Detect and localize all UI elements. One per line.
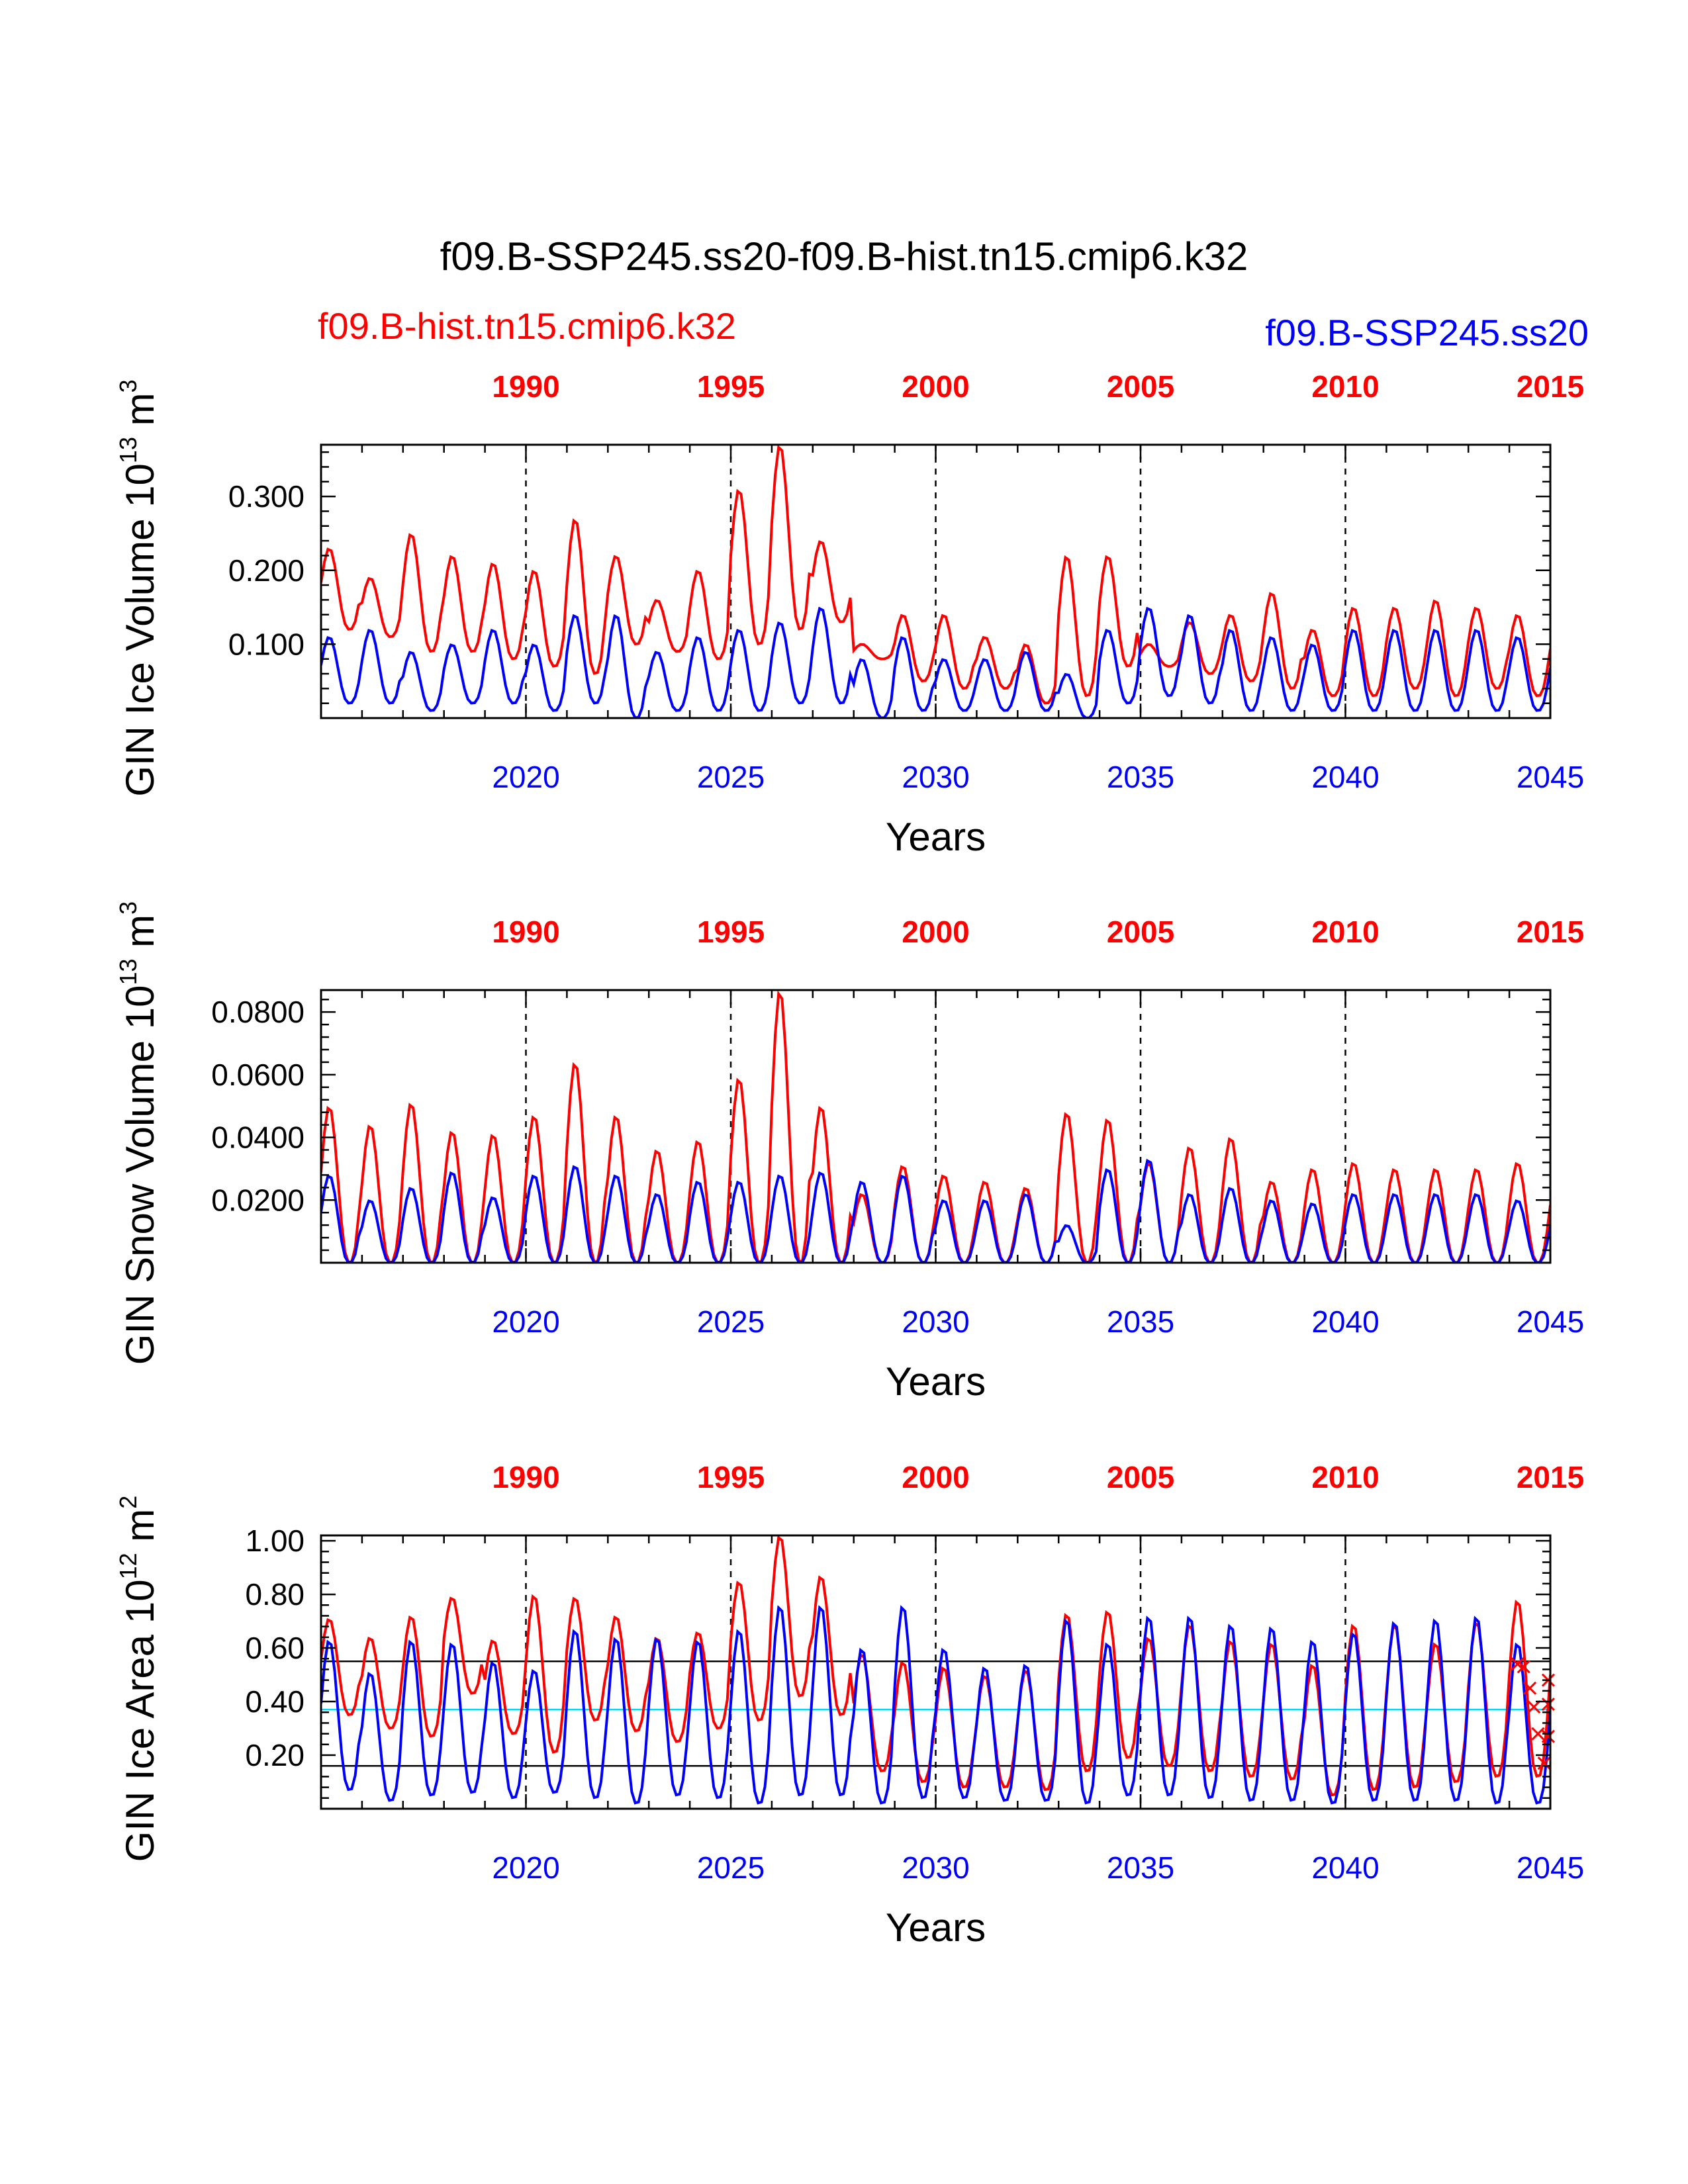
data-marker bbox=[1517, 1660, 1530, 1674]
top-tick-label: 2010 bbox=[1311, 1460, 1379, 1494]
bottom-tick-label: 2020 bbox=[492, 1850, 559, 1885]
bottom-tick-label: 2025 bbox=[697, 1850, 765, 1885]
bottom-tick-label: 2040 bbox=[1311, 760, 1379, 794]
top-tick-label: 2005 bbox=[1107, 915, 1174, 949]
data-marker bbox=[1523, 1681, 1537, 1695]
top-tick-label: 2010 bbox=[1311, 915, 1379, 949]
bottom-tick-label: 2030 bbox=[902, 760, 969, 794]
top-tick-label: 2000 bbox=[902, 915, 969, 949]
bottom-tick-label: 2035 bbox=[1107, 760, 1174, 794]
data-marker bbox=[1527, 1700, 1541, 1714]
y-tick-label: 0.60 bbox=[245, 1631, 305, 1665]
y-tick-label: 0.80 bbox=[245, 1577, 305, 1612]
panels: 0.100 0.200 0.300 2020 2025 2030 2035 2040 2045 1… bbox=[115, 369, 1584, 1950]
series-line-ssp bbox=[321, 606, 1550, 718]
top-tick-label: 1990 bbox=[492, 915, 559, 949]
panel-1: 0.100 0.200 0.300 2020 2025 2030 2035 2040 2045 1… bbox=[115, 369, 1584, 859]
y-tick-label: 0.300 bbox=[228, 479, 305, 514]
y-tick-label: 0.0600 bbox=[211, 1058, 305, 1092]
case-label-ssp: f09.B-SSP245.ss20 bbox=[1265, 312, 1589, 353]
y-tick-label: 0.20 bbox=[245, 1738, 305, 1772]
top-tick-label: 2005 bbox=[1107, 1460, 1174, 1494]
y-axis-label: GIN Ice Area 1012 m2 bbox=[115, 1496, 162, 1862]
x-axis-label: Years bbox=[886, 815, 986, 859]
series-line-hist bbox=[321, 990, 1550, 1263]
top-tick-label: 1990 bbox=[492, 369, 559, 404]
bottom-tick-label: 2020 bbox=[492, 1304, 559, 1339]
figure-title: f09.B-SSP245.ss20-f09.B-hist.tn15.cmip6.… bbox=[440, 234, 1248, 279]
top-tick-label: 2015 bbox=[1517, 1460, 1584, 1494]
case-label-hist: f09.B-hist.tn15.cmip6.k32 bbox=[318, 305, 736, 347]
data-marker bbox=[1537, 1756, 1551, 1770]
y-tick-label: 0.0400 bbox=[211, 1120, 305, 1155]
top-tick-label: 2015 bbox=[1517, 915, 1584, 949]
bottom-tick-label: 2040 bbox=[1311, 1304, 1379, 1339]
top-tick-label: 2000 bbox=[902, 369, 969, 404]
y-tick-label: 0.0800 bbox=[211, 995, 305, 1029]
top-tick-label: 2000 bbox=[902, 1460, 969, 1494]
y-tick-label: 0.0200 bbox=[211, 1183, 305, 1217]
y-tick-label: 1.00 bbox=[245, 1524, 305, 1558]
series-line-hist bbox=[321, 445, 1550, 705]
bottom-tick-label: 2025 bbox=[697, 1304, 765, 1339]
x-axis-label: Years bbox=[886, 1359, 986, 1404]
data-marker bbox=[1541, 1698, 1555, 1711]
bottom-tick-label: 2030 bbox=[902, 1850, 969, 1885]
bottom-tick-label: 2040 bbox=[1311, 1850, 1379, 1885]
bottom-tick-label: 2045 bbox=[1517, 760, 1584, 794]
bottom-tick-label: 2025 bbox=[697, 760, 765, 794]
series-line-ssp bbox=[321, 1158, 1550, 1263]
top-tick-label: 2015 bbox=[1517, 369, 1584, 404]
bottom-tick-label: 2030 bbox=[902, 1304, 969, 1339]
panel-2: 0.0200 0.0400 0.0600 0.0800 2020 2025 2030 2035… bbox=[115, 901, 1584, 1404]
top-tick-label: 1995 bbox=[697, 915, 765, 949]
top-tick-label: 1995 bbox=[697, 369, 765, 404]
top-tick-label: 2005 bbox=[1107, 369, 1174, 404]
bottom-tick-label: 2035 bbox=[1107, 1304, 1174, 1339]
data-marker bbox=[1541, 1729, 1555, 1743]
data-marker bbox=[1531, 1727, 1545, 1741]
bottom-tick-label: 2020 bbox=[492, 760, 559, 794]
top-tick-label: 2010 bbox=[1311, 369, 1379, 404]
x-axis-label: Years bbox=[886, 1905, 986, 1950]
y-tick-label: 0.200 bbox=[228, 553, 305, 588]
top-tick-label: 1995 bbox=[697, 1460, 765, 1494]
top-tick-label: 1990 bbox=[492, 1460, 559, 1494]
panel-3: 0.20 0.40 0.60 0.80 1.00 2020 2025 2030 2035 2040… bbox=[115, 1460, 1584, 1950]
bottom-tick-label: 2045 bbox=[1517, 1304, 1584, 1339]
bottom-tick-label: 2045 bbox=[1517, 1850, 1584, 1885]
y-axis-label: GIN Snow Volume 1013 m3 bbox=[115, 901, 162, 1365]
y-axis-label: GIN Ice Volume 1013 m3 bbox=[115, 379, 162, 796]
y-tick-label: 0.40 bbox=[245, 1684, 305, 1719]
series-line-ssp bbox=[321, 1605, 1550, 1805]
y-tick-label: 0.100 bbox=[228, 627, 305, 661]
bottom-tick-label: 2035 bbox=[1107, 1850, 1174, 1885]
